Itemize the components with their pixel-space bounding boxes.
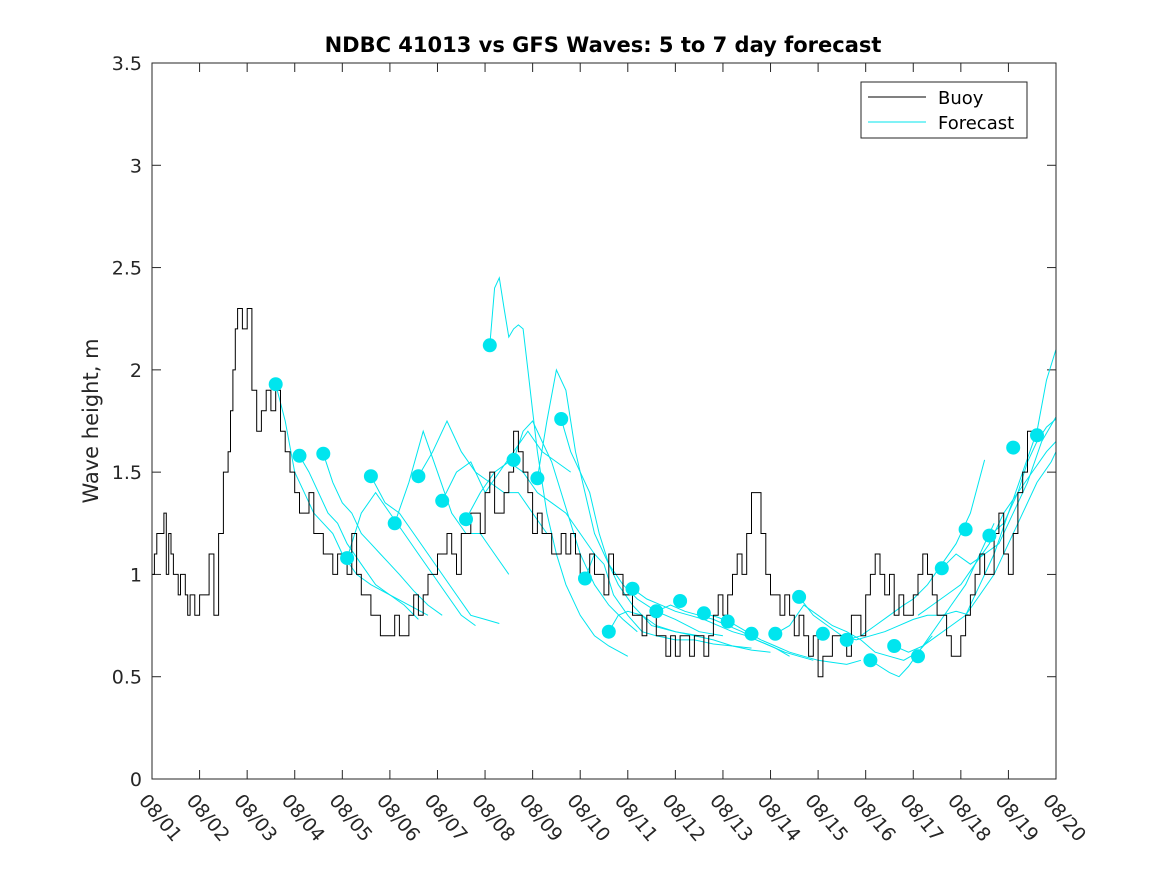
forecast-marker [363,469,378,484]
y-tick-label: 3 [130,155,142,177]
y-tick-label: 1 [130,564,142,586]
forecast-line-5 [370,475,500,624]
forecast-marker [268,377,283,392]
y-tick-label: 0.5 [112,667,142,689]
forecast-line-15 [608,610,771,653]
chart-title: NDBC 41013 vs GFS Waves: 5 to 7 day fore… [325,33,882,57]
forecast-line-17 [656,604,814,661]
forecast-marker [863,653,878,668]
y-axis-label: Wave height, m [79,338,103,503]
forecast-marker [744,626,759,641]
forecast-marker [530,471,545,486]
forecast-marker [316,446,331,461]
forecast-line-2 [299,455,429,616]
forecast-marker [649,604,664,619]
forecast-marker [839,632,854,647]
y-tick-label: 3.5 [112,53,142,75]
forecast-line-7 [417,419,548,534]
forecast-line-24 [917,441,1057,616]
forecast-line-12 [536,368,700,637]
forecast-marker [459,512,473,527]
forecast-marker [887,639,902,653]
forecast-line-14 [584,553,752,649]
legend-buoy-label: Buoy [938,88,984,109]
forecast-marker [578,571,592,586]
forecast-line-25 [941,416,1057,569]
forecast-marker [911,649,925,664]
forecast-line-23 [894,451,1057,653]
forecast-marker [554,412,569,426]
forecast-line-9 [465,461,595,555]
forecast-marker [792,589,807,604]
forecast-marker [411,469,426,484]
forecast-line-4 [346,491,476,627]
forecast-marker [815,626,830,641]
forecast-line-10 [489,276,629,657]
forecast-marker [387,516,402,531]
forecast-marker [625,581,640,596]
forecast-marker [934,561,949,576]
forecast-marker [506,452,521,467]
legend-box [860,81,1028,139]
forecast-line-19 [775,604,933,661]
forecast-marker [958,522,973,537]
y-axis: 0 0.5 1 1.5 2 2.5 3 3.5 [112,53,1056,791]
plot-frame [151,62,1057,780]
forecast-line-3 [322,453,443,616]
forecast-line-26 [965,349,1057,616]
forecast-markers [268,338,1044,668]
forecast-marker [673,594,688,608]
y-tick-label: 2 [130,360,142,382]
forecast-marker [696,606,711,621]
forecast-line-6 [394,429,510,575]
forecast-marker [1030,428,1044,443]
buoy-line-group [152,308,1033,678]
y-tick-label: 2.5 [112,258,142,280]
buoy-line [152,308,1033,678]
y-tick-label: 1.5 [112,462,142,484]
forecast-marker [601,624,616,639]
legend-forecast-label: Forecast [938,113,1014,134]
forecast-marker [292,448,307,463]
y-tick-label: 0 [130,769,142,791]
forecast-marker [982,528,997,543]
plot-area [152,63,1056,779]
legend: Buoy Forecast [860,81,1028,139]
forecast-marker [435,493,450,508]
forecast-marker [340,551,355,566]
forecast-marker [768,626,783,641]
forecast-line-11 [513,420,638,633]
forecast-marker [482,338,497,353]
forecast-marker [1006,440,1021,455]
forecast-marker [720,614,735,629]
